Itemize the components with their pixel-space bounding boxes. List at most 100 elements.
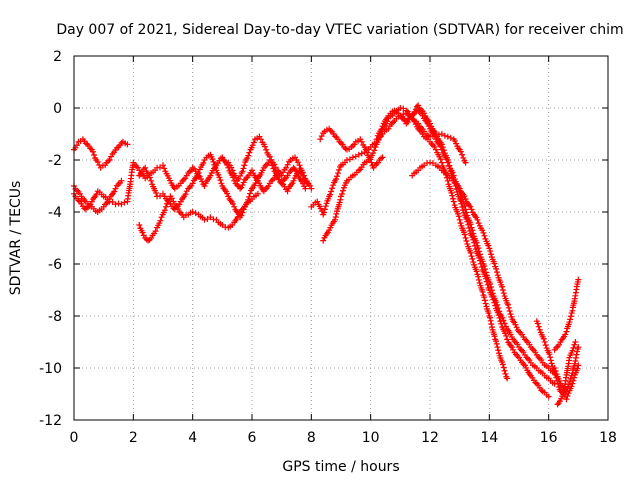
data-point [373, 136, 380, 143]
data-point [502, 370, 509, 377]
series-track-6 [225, 133, 312, 187]
data-point [540, 335, 547, 342]
data-point [563, 328, 570, 335]
data-point [249, 142, 256, 149]
data-point [504, 375, 511, 382]
plot-area [71, 102, 582, 408]
data-point [441, 132, 448, 139]
data-point [372, 144, 379, 151]
data-point [456, 185, 463, 192]
data-point [284, 161, 291, 168]
data-point [103, 200, 110, 207]
data-point [488, 324, 495, 331]
data-point [327, 191, 334, 198]
data-point [569, 347, 576, 354]
y-tick-label: -12 [39, 413, 62, 429]
data-point [575, 344, 582, 351]
data-point [536, 326, 543, 333]
data-point [240, 206, 247, 213]
series-track-2 [71, 136, 131, 171]
data-point [343, 157, 350, 163]
data-point [506, 308, 513, 315]
data-point [121, 199, 128, 206]
data-point [320, 237, 327, 244]
x-tick-label: 0 [70, 430, 79, 446]
data-point [493, 265, 500, 272]
data-point [460, 154, 467, 161]
data-point [257, 136, 264, 143]
data-point [476, 279, 483, 286]
data-point [444, 177, 451, 184]
data-point [431, 133, 438, 140]
data-point [493, 269, 500, 276]
data-point [476, 248, 483, 255]
data-point [284, 188, 291, 195]
series-track-1 [71, 154, 315, 213]
data-point [500, 290, 507, 297]
data-point [237, 185, 244, 192]
data-point [326, 227, 333, 234]
data-point [474, 216, 481, 223]
data-point [456, 216, 463, 223]
data-point [106, 196, 113, 202]
data-point [488, 287, 495, 294]
data-point [157, 217, 164, 224]
data-point [314, 198, 321, 205]
x-tick-label: 4 [188, 430, 197, 446]
data-point [487, 317, 494, 324]
data-point [444, 159, 451, 166]
data-point [455, 213, 462, 220]
data-point [504, 336, 511, 343]
data-point [161, 165, 168, 172]
data-point [232, 180, 239, 187]
data-point [451, 137, 458, 144]
data-point [512, 321, 519, 328]
data-point [336, 166, 343, 173]
data-point [182, 191, 189, 198]
data-point [245, 196, 252, 203]
data-point [246, 149, 253, 156]
y-tick-label: -4 [48, 205, 62, 221]
data-point [567, 313, 574, 320]
data-point [148, 177, 155, 184]
data-point [349, 154, 356, 161]
data-point [499, 286, 506, 293]
data-point [186, 184, 193, 191]
series-track-12 [409, 159, 558, 377]
data-point [283, 164, 290, 171]
data-point [321, 206, 328, 213]
data-point [504, 301, 511, 308]
data-point [328, 188, 335, 195]
data-point [467, 221, 474, 228]
data-point [486, 245, 493, 252]
data-point [371, 147, 378, 154]
data-point [329, 185, 336, 192]
data-point [468, 224, 475, 231]
data-point [508, 344, 515, 351]
x-axis-tick-labels: 0 2 4 6 8 10 12 14 16 18 [70, 430, 617, 446]
data-point [487, 248, 494, 255]
series-track-14 [551, 276, 582, 353]
data-point [266, 153, 273, 160]
data-point [481, 232, 488, 239]
data-point [488, 283, 495, 290]
data-point [231, 203, 238, 210]
data-point [461, 193, 468, 200]
data-point [494, 301, 501, 308]
data-point [548, 360, 555, 367]
data-point [209, 156, 216, 163]
data-point [470, 230, 477, 237]
data-point [491, 260, 498, 267]
data-point [106, 157, 113, 163]
data-point [479, 258, 486, 265]
data-point [457, 148, 464, 155]
data-point [355, 151, 362, 158]
x-tick-label: 12 [421, 430, 439, 446]
data-point [480, 229, 487, 236]
data-point [558, 395, 565, 402]
data-point [477, 251, 484, 258]
data-point [469, 255, 476, 262]
data-point [250, 139, 257, 146]
data-point [481, 297, 488, 304]
data-point [152, 228, 159, 235]
